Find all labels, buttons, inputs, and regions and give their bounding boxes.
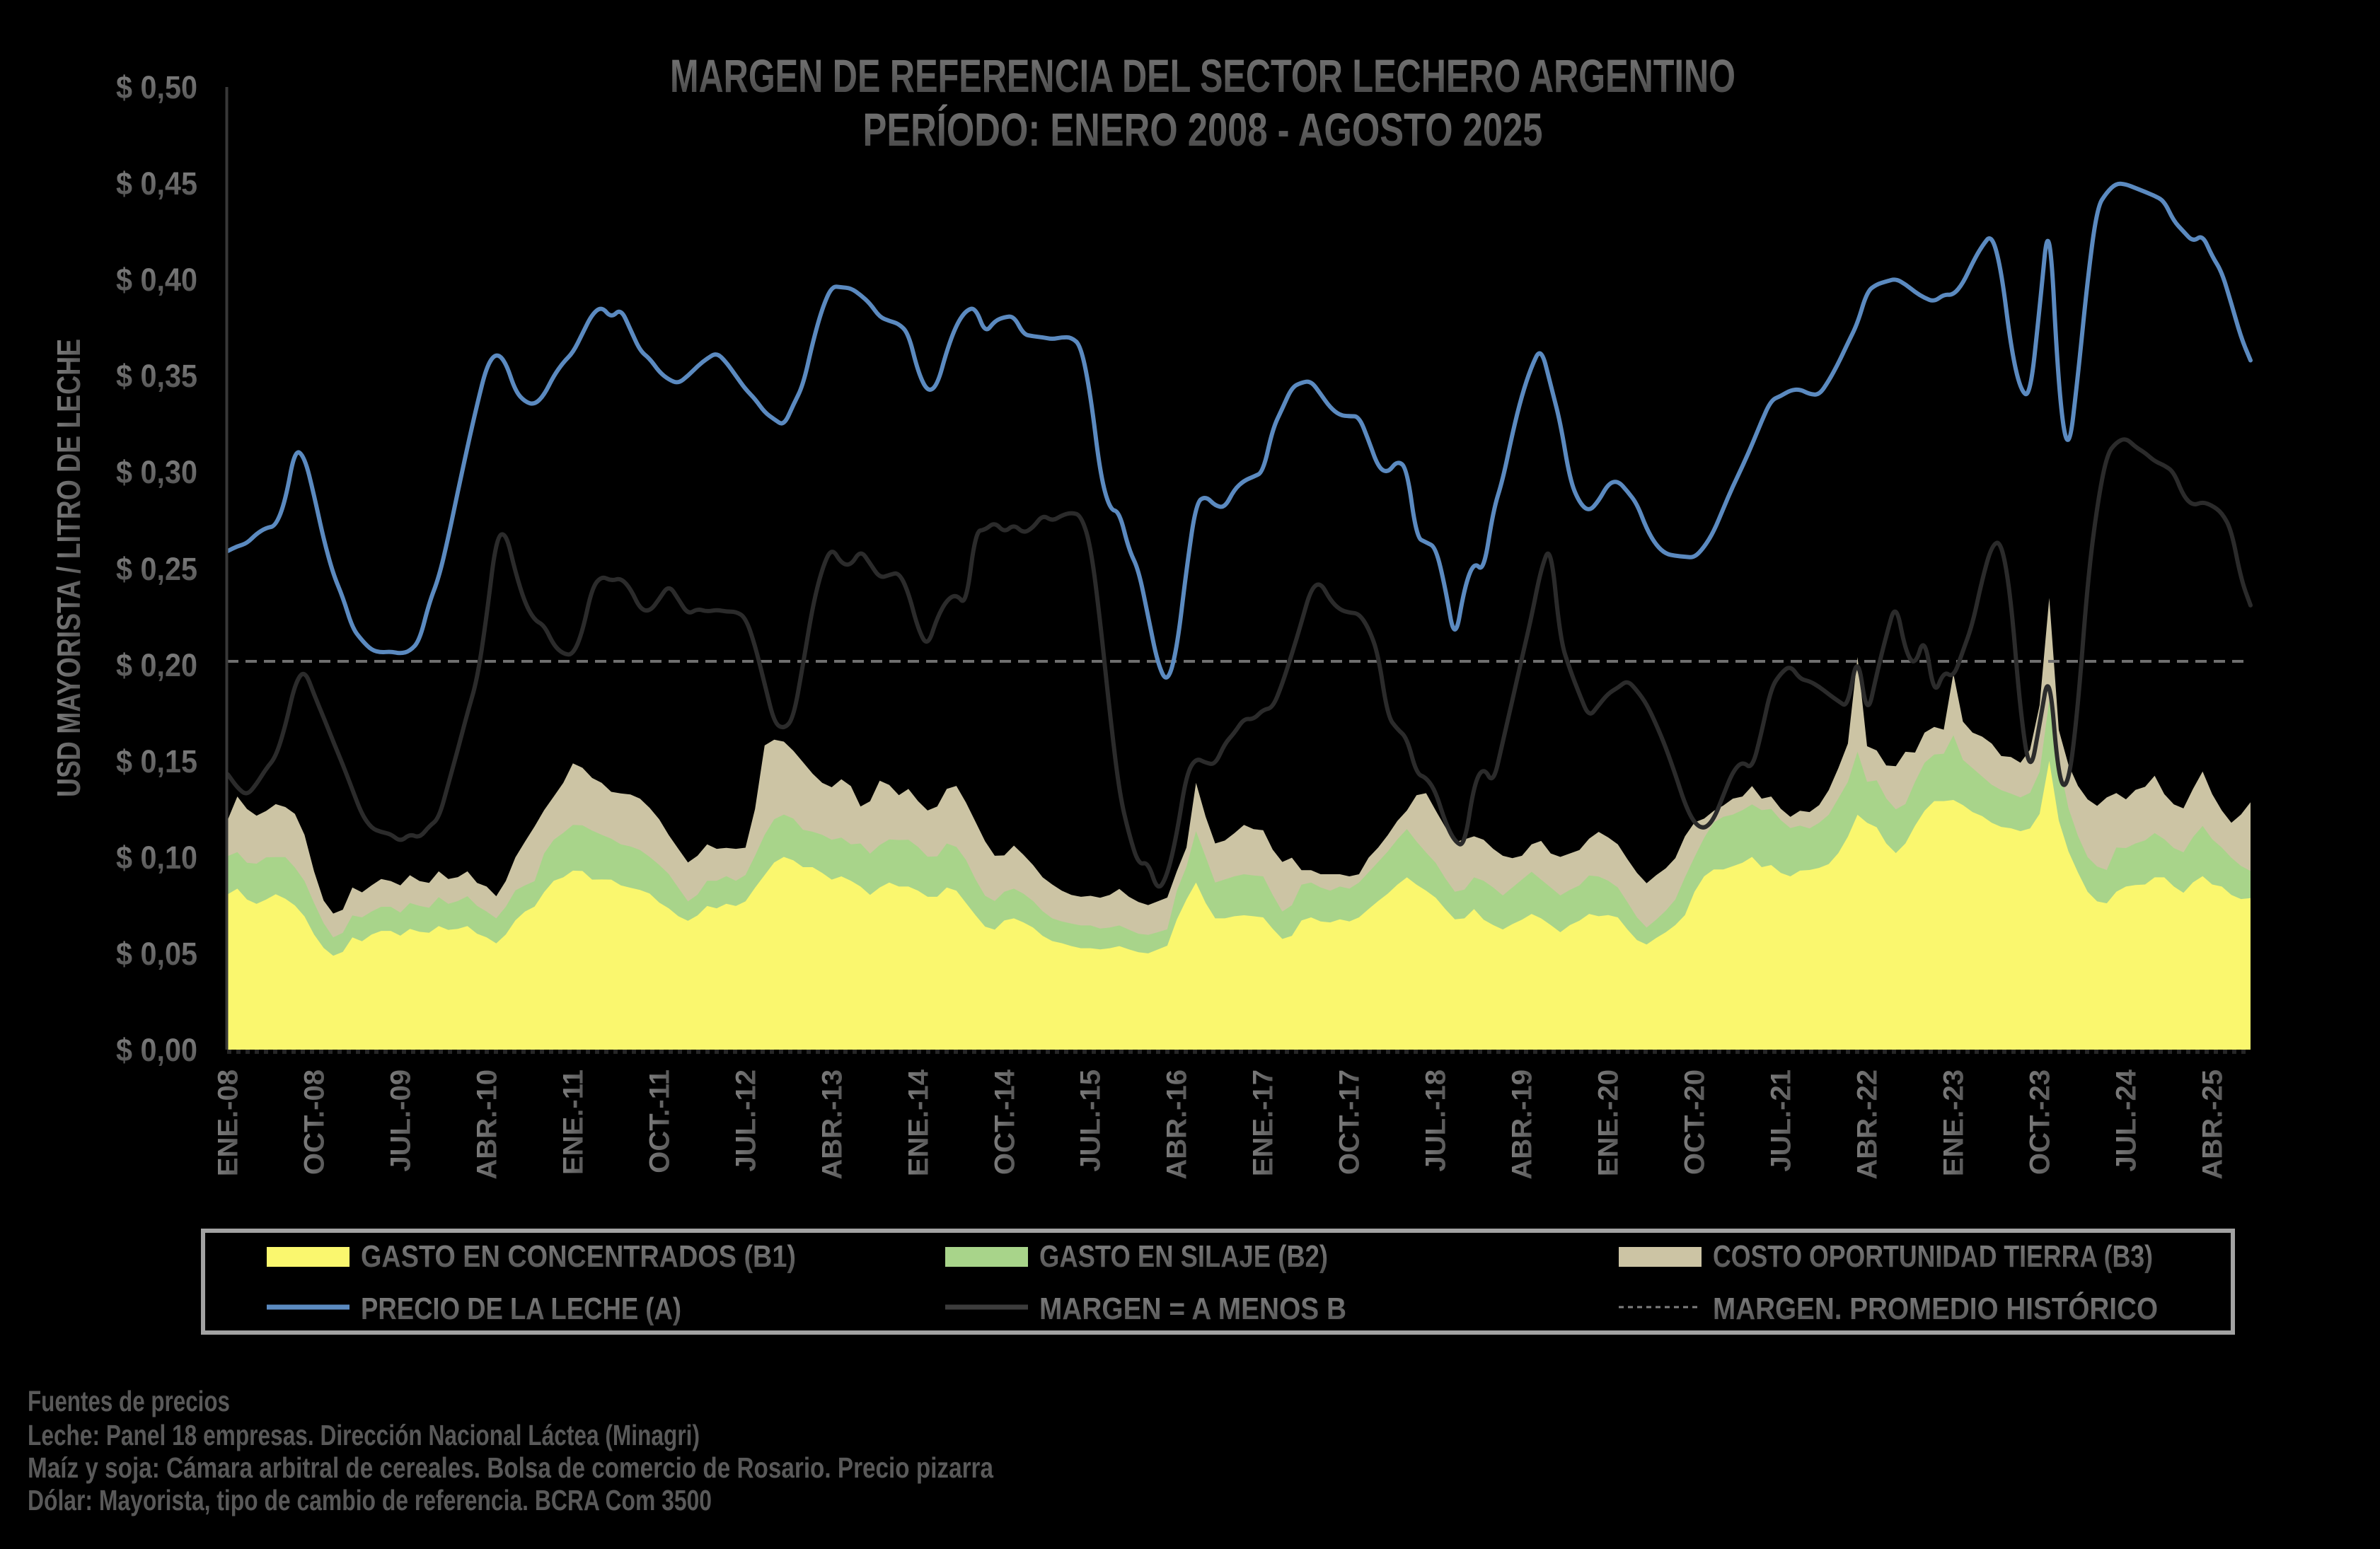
svg-text:Maíz y soja: Cámara arbitral d: Maíz y soja: Cámara arbitral de cereales… — [28, 1451, 994, 1484]
svg-text:OCT.-14: OCT.-14 — [990, 1069, 1021, 1175]
svg-text:USD MAYORISTA / LITRO DE LECHE: USD MAYORISTA / LITRO DE LECHE — [50, 339, 87, 797]
svg-text:COSTO OPORTUNIDAD TIERRA (B3): COSTO OPORTUNIDAD TIERRA (B3) — [1713, 1239, 2153, 1274]
svg-text:ABR.-19: ABR.-19 — [1507, 1069, 1538, 1180]
svg-text:ENE.-14: ENE.-14 — [903, 1069, 935, 1176]
svg-text:JUL.-15: JUL.-15 — [1075, 1069, 1107, 1172]
svg-text:$ 0,30: $ 0,30 — [116, 454, 197, 490]
svg-text:OCT.-20: OCT.-20 — [1680, 1069, 1711, 1175]
svg-text:$ 0,50: $ 0,50 — [116, 69, 197, 105]
svg-text:GASTO EN CONCENTRADOS (B1): GASTO EN CONCENTRADOS (B1) — [361, 1239, 796, 1274]
svg-text:$ 0,20: $ 0,20 — [116, 647, 197, 683]
svg-text:JUL.-24: JUL.-24 — [2111, 1069, 2142, 1171]
svg-text:JUL.-12: JUL.-12 — [731, 1069, 762, 1172]
svg-text:MARGEN = A MENOS B: MARGEN = A MENOS B — [1039, 1292, 1346, 1326]
svg-text:Fuentes de precios: Fuentes de precios — [28, 1385, 230, 1417]
svg-text:ABR.-10: ABR.-10 — [472, 1069, 503, 1180]
svg-text:ENE.-08: ENE.-08 — [213, 1069, 244, 1176]
svg-text:OCT.-23: OCT.-23 — [2025, 1069, 2056, 1175]
svg-text:MARGEN DE REFERENCIA DEL SECTO: MARGEN DE REFERENCIA DEL SECTOR LECHERO … — [670, 50, 1735, 102]
svg-text:OCT.-17: OCT.-17 — [1334, 1069, 1365, 1175]
svg-text:Dólar: Mayorista, tipo de camb: Dólar: Mayorista, tipo de cambio de refe… — [28, 1484, 712, 1516]
svg-text:GASTO EN SILAJE (B2): GASTO EN SILAJE (B2) — [1039, 1239, 1328, 1274]
svg-text:$ 0,05: $ 0,05 — [116, 936, 197, 972]
svg-text:ENE.-20: ENE.-20 — [1593, 1069, 1624, 1176]
svg-text:JUL.-18: JUL.-18 — [1421, 1069, 1452, 1172]
svg-text:PRECIO DE LA LECHE (A): PRECIO DE LA LECHE (A) — [361, 1292, 681, 1326]
svg-text:ABR.-13: ABR.-13 — [817, 1069, 848, 1180]
svg-text:$ 0,15: $ 0,15 — [116, 743, 197, 779]
svg-text:$ 0,45: $ 0,45 — [116, 166, 197, 202]
svg-text:OCT.-08: OCT.-08 — [299, 1069, 330, 1175]
svg-text:ABR.-16: ABR.-16 — [1162, 1069, 1193, 1180]
svg-text:ABR.-22: ABR.-22 — [1852, 1069, 1883, 1180]
svg-text:$ 0,35: $ 0,35 — [116, 358, 197, 394]
svg-text:$ 0,00: $ 0,00 — [116, 1032, 197, 1068]
svg-text:JUL.-09: JUL.-09 — [386, 1069, 417, 1172]
svg-text:ENE.-23: ENE.-23 — [1939, 1069, 1970, 1176]
svg-text:$ 0,10: $ 0,10 — [116, 840, 197, 876]
svg-text:$ 0,40: $ 0,40 — [116, 262, 197, 298]
svg-text:Leche: Panel 18 empresas. Dire: Leche: Panel 18 empresas. Dirección Naci… — [28, 1419, 700, 1451]
svg-text:MARGEN. PROMEDIO HISTÓRICO: MARGEN. PROMEDIO HISTÓRICO — [1713, 1291, 2158, 1326]
svg-text:$ 0,25: $ 0,25 — [116, 551, 197, 587]
svg-text:JUL.-21: JUL.-21 — [1766, 1069, 1797, 1172]
svg-text:ENE.-11: ENE.-11 — [558, 1069, 589, 1175]
svg-text:OCT.-11: OCT.-11 — [645, 1069, 676, 1173]
svg-text:PERÍODO: ENERO 2008 - AGOSTO 2: PERÍODO: ENERO 2008 - AGOSTO 2025 — [863, 103, 1543, 156]
svg-text:ENE.-17: ENE.-17 — [1248, 1069, 1279, 1176]
svg-text:ABR.-25: ABR.-25 — [2197, 1069, 2229, 1180]
